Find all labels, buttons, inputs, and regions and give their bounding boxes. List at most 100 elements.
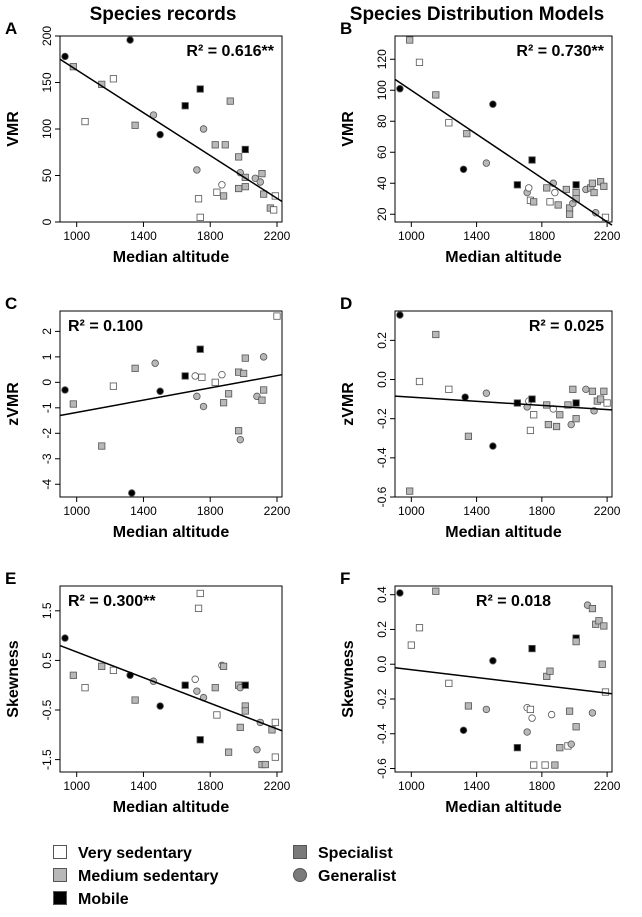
data-point xyxy=(259,353,268,361)
data-point xyxy=(582,385,590,394)
r-squared-label: R² = 0.018 xyxy=(476,593,551,610)
data-point xyxy=(211,378,219,386)
data-point xyxy=(109,75,118,83)
regression-line xyxy=(394,395,613,411)
plot-frame xyxy=(59,35,283,223)
data-point xyxy=(572,399,580,407)
data-point xyxy=(61,52,69,61)
data-point xyxy=(565,210,574,218)
y-tick-label: -2 xyxy=(40,428,54,439)
data-point xyxy=(131,696,139,704)
data-point xyxy=(198,373,206,381)
x-tick-label: 1000 xyxy=(63,229,90,243)
data-point xyxy=(543,184,551,192)
data-point xyxy=(464,702,473,710)
legend-item-generalist: Generalist xyxy=(293,868,397,885)
x-tick-label: 2200 xyxy=(594,504,621,518)
panel-letter: B xyxy=(340,19,352,38)
regression-line xyxy=(59,644,283,732)
data-point xyxy=(213,188,221,196)
data-point xyxy=(181,372,189,380)
data-point xyxy=(219,192,228,200)
data-point xyxy=(528,156,536,164)
data-point xyxy=(459,726,468,734)
y-tick-label: -0.2 xyxy=(375,688,389,709)
x-tick-label: 1000 xyxy=(398,504,425,518)
chart-panel-e: E 1000 1400 1800 2200 -1.5 -0.5 0.5 1.5 Median al… xyxy=(5,569,291,816)
x-tick-label: 1800 xyxy=(528,779,555,793)
data-point xyxy=(482,159,491,167)
data-point xyxy=(459,165,468,173)
data-point xyxy=(236,723,244,731)
data-point xyxy=(69,671,77,679)
x-tick-label: 1000 xyxy=(63,779,90,793)
data-point xyxy=(432,587,440,595)
data-point xyxy=(406,487,414,495)
legend-label: Medium sedentary xyxy=(78,868,219,885)
data-point xyxy=(191,675,199,683)
data-point xyxy=(191,372,199,380)
data-point xyxy=(199,402,208,411)
data-point xyxy=(241,681,249,689)
data-point xyxy=(406,36,414,44)
plot-frame xyxy=(394,35,613,223)
x-tick-label: 1800 xyxy=(197,504,224,518)
data-point xyxy=(396,84,404,93)
data-point xyxy=(81,117,89,126)
legend-item-medium: Medium sedentary xyxy=(53,868,219,885)
data-point xyxy=(109,666,118,674)
x-axis-title: Median altitude xyxy=(445,249,562,266)
data-point xyxy=(69,400,77,408)
data-point xyxy=(588,387,597,395)
x-tick-label: 1800 xyxy=(528,504,555,518)
data-point xyxy=(240,369,248,378)
x-axis-title: Median altitude xyxy=(113,524,230,541)
data-point xyxy=(261,760,269,769)
y-tick-label: -4 xyxy=(40,479,54,490)
regression-line xyxy=(394,78,613,226)
data-point xyxy=(407,641,415,649)
data-point xyxy=(396,589,404,597)
data-point xyxy=(562,185,570,194)
data-point xyxy=(572,415,580,423)
chart-panel-a: A 1000 1400 1800 2200 0 50 100 150 200 Median alti… xyxy=(5,19,291,266)
data-point xyxy=(194,604,203,612)
data-point xyxy=(445,679,453,687)
data-point xyxy=(126,36,134,44)
legend-item-very: Very sedentary xyxy=(53,845,192,862)
data-point xyxy=(219,662,228,670)
data-point xyxy=(61,634,69,642)
data-point xyxy=(526,426,535,435)
data-point xyxy=(196,213,204,221)
r-squared-label: R² = 0.730** xyxy=(516,43,604,60)
data-point xyxy=(415,377,424,386)
y-tick-label: 60 xyxy=(375,145,389,159)
data-point xyxy=(564,401,572,409)
x-tick-label: 1800 xyxy=(197,779,224,793)
data-point xyxy=(464,432,473,440)
data-point xyxy=(547,710,556,719)
panel-letter: D xyxy=(340,294,352,313)
data-point xyxy=(69,63,77,71)
legend-label: Generalist xyxy=(318,868,397,885)
data-point xyxy=(554,201,562,209)
panel-letter: E xyxy=(5,569,16,588)
x-tick-label: 2200 xyxy=(264,779,291,793)
data-point xyxy=(224,748,233,756)
y-tick-label: 120 xyxy=(375,49,389,69)
data-point xyxy=(193,392,201,401)
data-point xyxy=(156,387,164,395)
y-tick-label: 0.0 xyxy=(375,371,389,388)
legend-marker xyxy=(293,845,307,859)
data-point xyxy=(489,442,497,450)
y-tick-label: 100 xyxy=(375,80,389,100)
data-point xyxy=(81,684,89,692)
x-tick-label: 2200 xyxy=(264,229,291,243)
data-point xyxy=(156,130,164,139)
plot-frame xyxy=(394,585,613,773)
data-point xyxy=(219,399,228,407)
legend-label: Mobile xyxy=(78,891,129,908)
data-point xyxy=(196,589,204,598)
data-point xyxy=(98,662,106,670)
